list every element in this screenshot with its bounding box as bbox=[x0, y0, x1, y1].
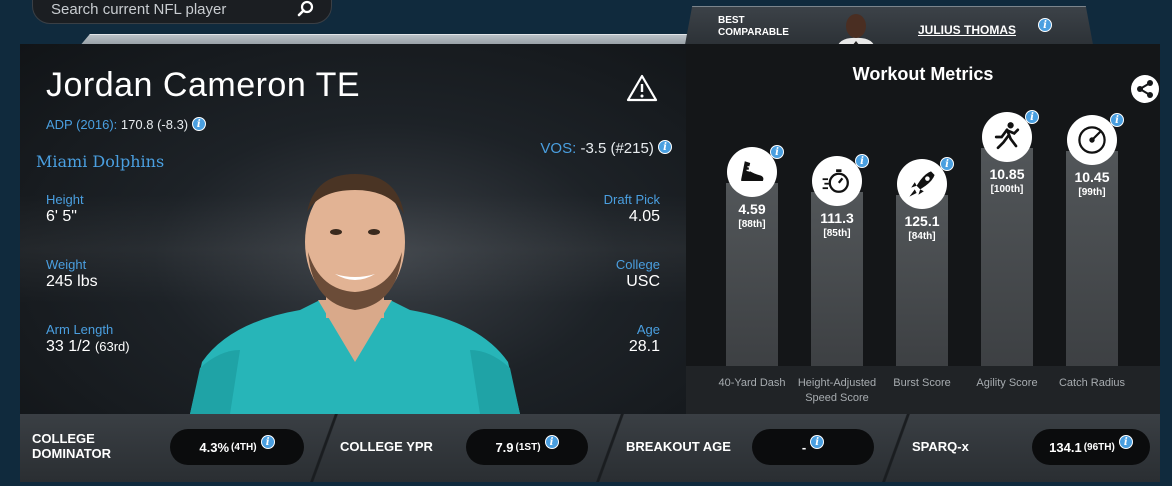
weight-label: Weight bbox=[46, 257, 87, 272]
vos-label: VOS: bbox=[540, 140, 577, 157]
workout-category-label: 40-Yard Dash bbox=[718, 377, 786, 389]
info-icon[interactable]: i bbox=[1025, 110, 1039, 124]
warning-icon[interactable] bbox=[626, 74, 658, 102]
workout-title: Workout Metrics bbox=[852, 64, 994, 84]
workout-value: 4.59 bbox=[738, 201, 766, 217]
adp-stat: ADP (2016): 170.8 (-8.3) i bbox=[46, 117, 206, 132]
draft-pick-value: 4.05 bbox=[628, 208, 660, 225]
workout-percentile: [84th] bbox=[908, 231, 936, 242]
best-comparable-tab[interactable]: BEST COMPARABLE JULIUS THOMAS i bbox=[684, 6, 1094, 50]
workout-bar bbox=[896, 195, 948, 366]
workout-value: 111.3 bbox=[820, 210, 854, 226]
best-comparable-label: BEST COMPARABLE bbox=[718, 15, 789, 38]
college-label: College bbox=[615, 257, 660, 272]
info-icon[interactable]: i bbox=[1110, 113, 1124, 127]
search-icon[interactable] bbox=[295, 0, 317, 20]
shoe-icon bbox=[727, 147, 777, 197]
comparable-player-name[interactable]: JULIUS THOMAS bbox=[918, 23, 1017, 37]
weight-stat: Weight 245 lbs bbox=[46, 257, 98, 291]
arm-length-stat: Arm Length 33 1/2 (63rd) bbox=[46, 322, 130, 356]
age-label: Age bbox=[636, 322, 660, 337]
workout-category-label: Catch Radius bbox=[1058, 377, 1126, 389]
info-icon[interactable]: i bbox=[1038, 18, 1052, 32]
workout-percentile: [99th] bbox=[1078, 187, 1106, 198]
college-stat: College USC bbox=[616, 257, 660, 291]
workout-bar bbox=[1066, 151, 1118, 366]
info-icon[interactable]: i bbox=[1118, 435, 1133, 449]
info-icon[interactable]: i bbox=[544, 435, 559, 449]
prospect-stat-value: 134.1 (96TH) i bbox=[1032, 429, 1150, 465]
player-photo bbox=[190, 174, 520, 414]
workout-value: 10.85 bbox=[989, 166, 1025, 182]
height-value: 6' 5" bbox=[46, 208, 77, 225]
adp-label: ADP (2016): bbox=[46, 117, 118, 132]
prospect-stat-value: -i bbox=[752, 429, 874, 465]
workout-bar bbox=[726, 183, 778, 366]
workout-percentile: [85th] bbox=[823, 228, 851, 239]
target-icon bbox=[1067, 115, 1117, 165]
player-name: Jordan Cameron TE bbox=[46, 66, 361, 104]
info-icon[interactable]: i bbox=[260, 435, 275, 449]
age-stat: Age 28.1 bbox=[629, 322, 660, 356]
prospect-stat-label: COLLEGE DOMINATOR bbox=[32, 431, 111, 461]
prospect-stat-value: 7.9 (1ST) i bbox=[466, 429, 588, 465]
prospect-stats-bar: COLLEGE DOMINATOR 4.3% (4TH) i COLLEGE YPR 7.… bbox=[20, 414, 1160, 482]
adp-value: 170.8 (-8.3) bbox=[120, 117, 189, 132]
workout-category-label: Burst Score bbox=[893, 377, 951, 389]
share-icon[interactable] bbox=[1130, 74, 1160, 104]
info-icon[interactable]: i bbox=[770, 145, 784, 159]
prospect-stat-label: SPARQ-x bbox=[912, 439, 969, 454]
prospect-stat-label: COLLEGE YPR bbox=[340, 439, 433, 454]
info-icon[interactable]: i bbox=[810, 435, 825, 449]
draft-pick-label: Draft Pick bbox=[603, 192, 660, 207]
prospect-stat-label: BREAKOUT AGE bbox=[626, 439, 731, 454]
workout-metrics-panel: Workout Metrics i 4.59 [88th] 40-Yard Dash i… bbox=[686, 44, 1160, 414]
vos-stat: VOS: -3.5 (#215) i bbox=[540, 140, 672, 157]
team-name: Miami Dolphins bbox=[36, 152, 165, 171]
player-card: Jordan Cameron TE ADP (2016): 170.8 (-8.… bbox=[20, 44, 686, 414]
prospect-stat-value: 4.3% (4TH) i bbox=[170, 429, 304, 465]
workout-bar bbox=[811, 192, 863, 366]
chart-baseline bbox=[686, 366, 1160, 414]
workout-category-label: Agility Score bbox=[976, 377, 1038, 389]
workout-value: 10.45 bbox=[1074, 169, 1110, 185]
workout-category-label: Height-Adjusted Speed Score bbox=[797, 377, 877, 404]
arm-length-label: Arm Length bbox=[46, 322, 114, 337]
weight-value: 245 lbs bbox=[46, 273, 98, 290]
draft-pick-stat: Draft Pick 4.05 bbox=[604, 192, 660, 226]
info-icon[interactable]: i bbox=[855, 154, 869, 168]
workout-percentile: [88th] bbox=[738, 219, 766, 230]
rocket-icon bbox=[897, 159, 947, 209]
info-icon[interactable]: i bbox=[940, 157, 954, 171]
stopwatch-icon bbox=[812, 156, 862, 206]
workout-bar bbox=[981, 148, 1033, 366]
height-stat: Height 6' 5" bbox=[46, 192, 84, 226]
college-value: USC bbox=[626, 273, 660, 290]
search-input[interactable]: Search current NFL player bbox=[51, 0, 227, 18]
workout-value: 125.1 bbox=[904, 213, 940, 229]
runner-icon bbox=[982, 112, 1032, 162]
workout-percentile: [100th] bbox=[990, 184, 1024, 195]
vos-value: -3.5 (#215) bbox=[580, 140, 654, 157]
player-search[interactable]: Search current NFL player bbox=[32, 0, 332, 24]
arm-length-value: 33 1/2 (63rd) bbox=[46, 338, 130, 355]
age-value: 28.1 bbox=[628, 338, 660, 355]
info-icon[interactable]: i bbox=[658, 140, 672, 154]
info-icon[interactable]: i bbox=[191, 117, 206, 131]
height-label: Height bbox=[46, 192, 84, 207]
